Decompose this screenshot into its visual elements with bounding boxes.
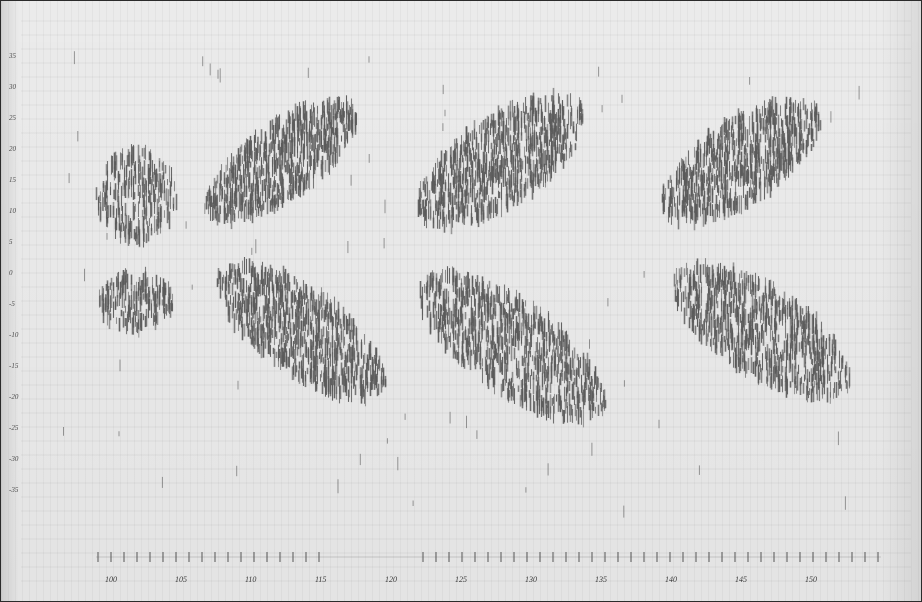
tick-mark-field	[21, 20, 911, 582]
graph-paper-sheet: 35 30 25 20 15 10 5 0 -5 -10 -15 -20 -25 -30 -35 100 10…	[0, 0, 922, 602]
